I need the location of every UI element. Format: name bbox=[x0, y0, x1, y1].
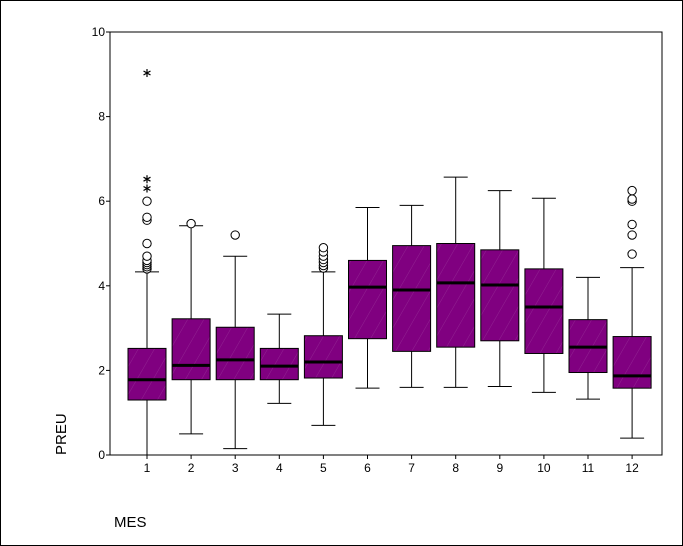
box-group bbox=[612, 267, 652, 439]
outlier-point bbox=[627, 230, 637, 240]
outlier-point bbox=[627, 185, 637, 196]
y-axis-title: PREU bbox=[53, 413, 70, 455]
x-tick-label: 11 bbox=[582, 461, 595, 475]
outlier-point bbox=[230, 230, 240, 240]
extreme-point bbox=[143, 175, 151, 184]
box-group bbox=[392, 204, 432, 388]
outlier-point bbox=[627, 194, 637, 204]
y-tick-label: 2 bbox=[98, 363, 105, 377]
plot-area bbox=[109, 31, 663, 456]
box-group bbox=[215, 255, 255, 450]
box-group bbox=[303, 271, 343, 426]
x-axis-title: MES bbox=[114, 514, 147, 531]
x-tick-label: 6 bbox=[364, 461, 371, 475]
box-group bbox=[348, 207, 387, 389]
outlier-point bbox=[142, 212, 152, 222]
extreme-stroke bbox=[143, 70, 151, 76]
x-tick-label: 1 bbox=[144, 461, 151, 475]
outlier-point bbox=[627, 249, 637, 259]
x-tick-label: 7 bbox=[408, 461, 415, 475]
box bbox=[612, 336, 652, 389]
x-tick-label: 4 bbox=[276, 461, 283, 475]
y-tick-label: 10 bbox=[92, 25, 106, 39]
x-tick-label: 2 bbox=[188, 461, 195, 475]
extreme-point bbox=[143, 69, 151, 78]
box-group bbox=[127, 271, 167, 456]
box bbox=[480, 249, 520, 342]
y-tick-label: 4 bbox=[98, 279, 105, 293]
y-tick-label: 6 bbox=[98, 194, 105, 208]
x-axis: 1 2 3 4 5 6 7 8 9 10 11 12 bbox=[144, 455, 639, 475]
box-group bbox=[524, 197, 564, 393]
outlier-point bbox=[142, 238, 152, 249]
box bbox=[303, 335, 343, 379]
box bbox=[127, 347, 167, 401]
box bbox=[171, 318, 211, 381]
extreme-stroke bbox=[143, 176, 151, 182]
box bbox=[259, 347, 299, 381]
outlier-point bbox=[627, 219, 637, 230]
x-tick-label: 10 bbox=[537, 461, 551, 475]
x-tick-label: 3 bbox=[232, 461, 239, 475]
box-group bbox=[480, 190, 520, 387]
box bbox=[348, 259, 387, 340]
x-tick-label: 9 bbox=[496, 461, 503, 475]
y-tick-label: 0 bbox=[98, 448, 105, 462]
box-group bbox=[171, 225, 211, 435]
box bbox=[392, 245, 432, 352]
x-tick-label: 5 bbox=[320, 461, 327, 475]
box bbox=[215, 326, 255, 381]
box-group bbox=[436, 176, 476, 388]
box-group bbox=[568, 276, 608, 400]
y-tick-label: 8 bbox=[98, 110, 105, 124]
box-group bbox=[259, 313, 299, 404]
x-tick-label: 12 bbox=[625, 461, 639, 475]
box bbox=[524, 268, 564, 354]
extreme-stroke bbox=[143, 185, 151, 192]
box bbox=[436, 243, 476, 348]
outlier-point bbox=[142, 196, 152, 206]
outlier-point bbox=[186, 218, 196, 229]
outlier-point bbox=[318, 243, 329, 253]
box-series bbox=[127, 176, 652, 456]
y-axis: 0 2 4 6 8 10 bbox=[92, 25, 110, 462]
outlier-point bbox=[142, 251, 152, 261]
extreme-point bbox=[143, 184, 151, 193]
x-tick-label: 8 bbox=[452, 461, 459, 475]
outlier-series bbox=[142, 69, 637, 274]
